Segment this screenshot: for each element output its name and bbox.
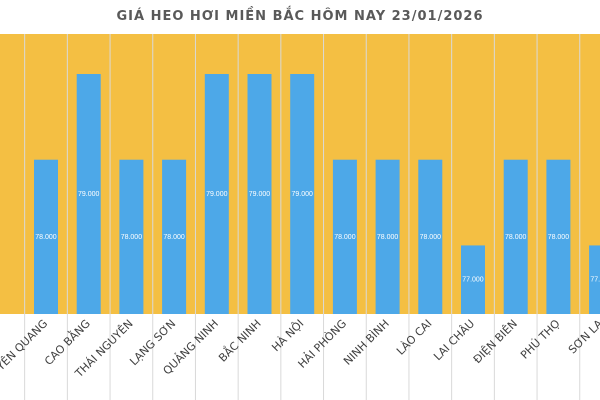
category-label: BẮC NINH bbox=[215, 316, 263, 364]
data-label: 78.000 bbox=[163, 234, 185, 241]
data-label: 79.000 bbox=[291, 191, 313, 198]
category-separators bbox=[24, 34, 581, 400]
bar bbox=[461, 245, 485, 314]
data-label: 78.000 bbox=[377, 234, 399, 241]
data-label: 78.000 bbox=[121, 234, 143, 241]
data-label: 79.000 bbox=[206, 191, 228, 198]
bar bbox=[290, 74, 315, 314]
bar bbox=[503, 159, 528, 314]
bar bbox=[34, 159, 58, 314]
bar bbox=[332, 159, 357, 314]
bar bbox=[418, 159, 443, 314]
bar bbox=[162, 159, 187, 314]
data-label: 77.000 bbox=[590, 277, 600, 284]
category-label: ĐIỆN BIÊN bbox=[471, 317, 520, 366]
bar bbox=[247, 74, 272, 314]
data-label: 79.000 bbox=[78, 191, 100, 198]
category-label: LÀO CAI bbox=[394, 317, 435, 358]
category-label: SƠN LA bbox=[566, 317, 600, 357]
category-label: PHÚ THỌ bbox=[518, 317, 563, 362]
data-label: 78.000 bbox=[420, 234, 442, 241]
data-label: 78.000 bbox=[548, 234, 570, 241]
bar bbox=[119, 159, 144, 314]
data-label: 78.000 bbox=[334, 234, 356, 241]
data-label: 79.000 bbox=[249, 191, 271, 198]
category-label: HÀ NỘI bbox=[269, 317, 306, 354]
chart-title: GIÁ HEO HƠI MIỀN BẮC HÔM NAY 23/01/2026 bbox=[116, 6, 483, 24]
data-label: 77.000 bbox=[462, 277, 484, 284]
bars-group: 78.000 79.000 78.000 78.000 79.000 79.000 79.0… bbox=[34, 74, 600, 314]
data-label: 78.000 bbox=[505, 234, 527, 241]
bar bbox=[546, 159, 571, 314]
bar bbox=[589, 245, 600, 314]
data-label: 78.000 bbox=[35, 234, 57, 241]
bar bbox=[76, 74, 101, 314]
bar bbox=[375, 159, 400, 314]
bar bbox=[204, 74, 229, 314]
